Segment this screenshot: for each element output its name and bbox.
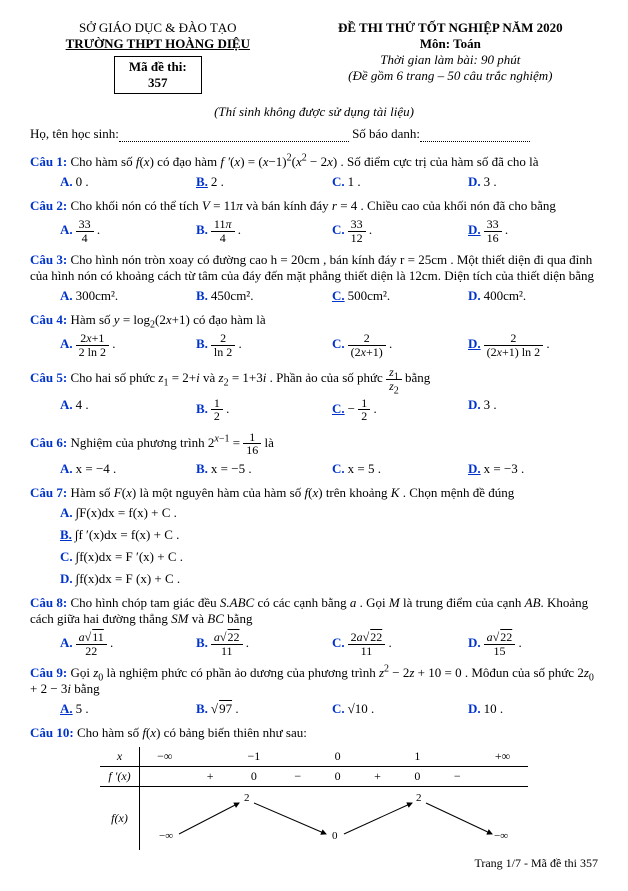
q9-num: Câu 9: bbox=[30, 665, 67, 680]
question-3: Câu 3: Cho hình nón tròn xoay có đường c… bbox=[30, 252, 598, 284]
q9-choice-d: D.10 . bbox=[468, 701, 598, 717]
q7-num: Câu 7: bbox=[30, 485, 67, 500]
q2-choice-a: A.334 . bbox=[60, 218, 190, 244]
code-label: Mã đề thi: bbox=[129, 59, 187, 75]
q1-choice-b: B.2 . bbox=[196, 174, 326, 190]
q5-text: Cho hai số phức z1 = 2+i và z2 = 1+3i . … bbox=[70, 370, 430, 385]
q4-choice-c: C.2(2x+1) . bbox=[332, 332, 462, 358]
q6-num: Câu 6: bbox=[30, 435, 67, 450]
school: TRƯỜNG THPT HOÀNG DIỆU bbox=[30, 36, 286, 52]
code-value: 357 bbox=[129, 75, 187, 91]
q4-num: Câu 4: bbox=[30, 312, 67, 327]
svg-text:2: 2 bbox=[416, 792, 422, 804]
question-4: Câu 4: Hàm số y = log2(2x+1) có đạo hàm … bbox=[30, 312, 598, 328]
q8-choice-d: D.a√2215 . bbox=[468, 631, 598, 657]
q3-choice-b: B.450cm². bbox=[196, 288, 326, 304]
exam-code-box: Mã đề thi: 357 bbox=[114, 56, 202, 94]
svg-text:−∞: −∞ bbox=[159, 830, 173, 842]
q5-choice-a: A.4 . bbox=[60, 397, 190, 423]
q1-text: Cho hàm số f(x) có đạo hàm f ′(x) = (x−1… bbox=[70, 154, 538, 169]
question-7: Câu 7: Hàm số F(x) là một nguyên hàm của… bbox=[30, 485, 598, 501]
q2-choice-d: D.3316 . bbox=[468, 218, 598, 244]
q8-choice-a: A.a√1122 . bbox=[60, 631, 190, 657]
exam-title: ĐỀ THI THỬ TỐT NGHIỆP NĂM 2020 bbox=[303, 20, 598, 36]
q2-num: Câu 2: bbox=[30, 198, 67, 213]
question-9: Câu 9: Gọi z0 là nghiệm phức có phần ảo … bbox=[30, 665, 598, 697]
q3-choice-d: D.400cm². bbox=[468, 288, 598, 304]
q1-choice-a: A.0 . bbox=[60, 174, 190, 190]
q5-num: Câu 5: bbox=[30, 370, 67, 385]
q6-choice-d: D.x = −3 . bbox=[468, 461, 598, 477]
variation-table: x −∞ −1 0 1 +∞ f ′(x) + 0 − 0 + 0 − f(x) bbox=[30, 747, 598, 850]
page-footer: Trang 1/7 - Mã đề thi 357 bbox=[30, 856, 598, 871]
q6-choice-a: A.x = −4 . bbox=[60, 461, 190, 477]
name-label: Họ, tên học sinh: bbox=[30, 126, 119, 141]
q4-choice-a: A.2x+12 ln 2 . bbox=[60, 332, 190, 358]
svg-text:−∞: −∞ bbox=[494, 830, 508, 842]
q2-choice-b: B.11π4 . bbox=[196, 218, 326, 244]
variation-arrows: −∞ 2 0 2 −∞ bbox=[154, 789, 514, 844]
q7-choice-c: C.∫f(x)dx = F ′(x) + C . bbox=[60, 549, 598, 565]
svg-text:2: 2 bbox=[244, 792, 250, 804]
q9-choice-b: B.√97 . bbox=[196, 701, 326, 717]
q8-choice-c: C.2a√2211 . bbox=[332, 631, 462, 657]
q3-choice-c: C.500cm². bbox=[332, 288, 462, 304]
q9-text: Gọi z0 là nghiệm phức có phần ảo dương c… bbox=[30, 665, 594, 696]
question-8: Câu 8: Cho hình chóp tam giác đều S.ABC … bbox=[30, 595, 598, 627]
q6-text: Nghiệm của phương trình 2x−1 = 116 là bbox=[70, 435, 273, 450]
dept: SỞ GIÁO DỤC & ĐÀO TẠO bbox=[30, 20, 286, 36]
q2-text: Cho khối nón có thể tích V = 11π và bán … bbox=[70, 198, 555, 213]
q3-num: Câu 3: bbox=[30, 252, 67, 267]
q5-choice-b: B.12 . bbox=[196, 397, 326, 423]
svg-text:0: 0 bbox=[332, 830, 338, 842]
question-6: Câu 6: Nghiệm của phương trình 2x−1 = 11… bbox=[30, 431, 598, 457]
subject: Môn: Toán bbox=[303, 36, 598, 52]
q8-choice-b: B.a√2211 . bbox=[196, 631, 326, 657]
q4-choice-d: D.2(2x+1) ln 2 . bbox=[468, 332, 598, 358]
q5-choice-c: C.− 12 . bbox=[332, 397, 462, 423]
q6-choice-c: C.x = 5 . bbox=[332, 461, 462, 477]
q7-choice-b: B.∫f ′(x)dx = f(x) + C . bbox=[60, 527, 598, 543]
q10-text: Cho hàm số f(x) có bảng biến thiên như s… bbox=[77, 725, 307, 740]
q9-choice-a: A.5 . bbox=[60, 701, 190, 717]
q1-num: Câu 1: bbox=[30, 154, 67, 169]
q9-choice-c: C.√10 . bbox=[332, 701, 462, 717]
q7-choice-d: D.∫f(x)dx = F (x) + C . bbox=[60, 571, 598, 587]
info: (Đề gồm 6 trang – 50 câu trắc nghiệm) bbox=[303, 68, 598, 84]
q6-choice-b: B.x = −5 . bbox=[196, 461, 326, 477]
question-10: Câu 10: Cho hàm số f(x) có bảng biến thi… bbox=[30, 725, 598, 741]
q7-text: Hàm số F(x) là một nguyên hàm của hàm số… bbox=[70, 485, 514, 500]
question-1: Câu 1: Cho hàm số f(x) có đạo hàm f ′(x)… bbox=[30, 154, 598, 170]
q3-text: Cho hình nón tròn xoay có đường cao h = … bbox=[30, 252, 594, 283]
id-label: Số báo danh: bbox=[352, 126, 420, 141]
question-5: Câu 5: Cho hai số phức z1 = 2+i và z2 = … bbox=[30, 366, 598, 392]
q5-choice-d: D.3 . bbox=[468, 397, 598, 423]
q10-num: Câu 10: bbox=[30, 725, 74, 740]
q3-choice-a: A.300cm². bbox=[60, 288, 190, 304]
student-line: Họ, tên học sinh: Số báo danh: bbox=[30, 126, 598, 142]
q1-choice-c: C.1 . bbox=[332, 174, 462, 190]
q8-num: Câu 8: bbox=[30, 595, 67, 610]
question-2: Câu 2: Cho khối nón có thể tích V = 11π … bbox=[30, 198, 598, 214]
time: Thời gian làm bài: 90 phút bbox=[303, 52, 598, 68]
q4-choice-b: B.2ln 2 . bbox=[196, 332, 326, 358]
q4-text: Hàm số y = log2(2x+1) có đạo hàm là bbox=[70, 312, 265, 327]
q2-choice-c: C.3312 . bbox=[332, 218, 462, 244]
q1-choice-d: D.3 . bbox=[468, 174, 598, 190]
note: (Thí sinh không được sử dụng tài liệu) bbox=[30, 104, 598, 120]
q7-choice-a: A.∫F(x)dx = f(x) + C . bbox=[60, 505, 598, 521]
q8-text: Cho hình chóp tam giác đều S.ABC có các … bbox=[30, 595, 588, 626]
